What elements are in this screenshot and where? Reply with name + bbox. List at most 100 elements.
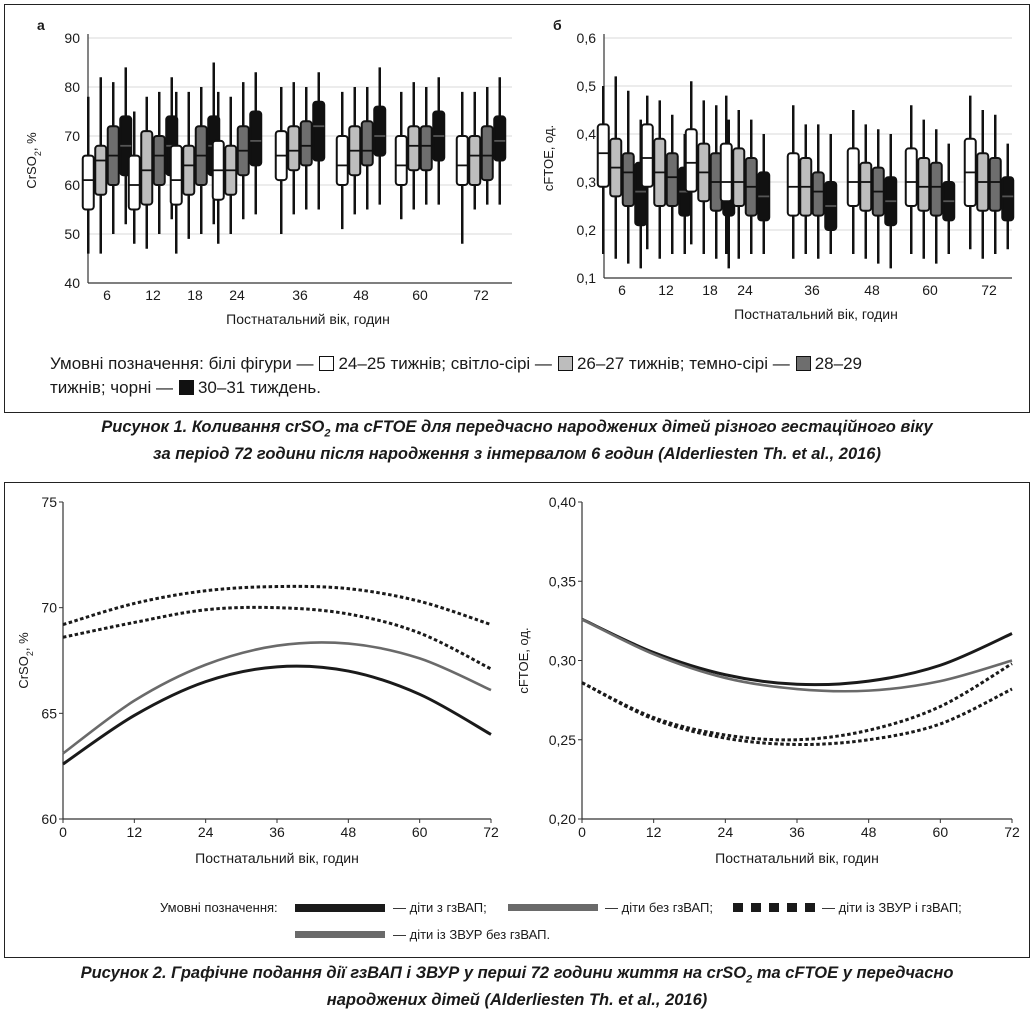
fig2a-ytick-label: 70 [41, 600, 57, 616]
legend1-text-4: 28–29 [814, 354, 862, 373]
fig2-legend-item-2: — діти без гзВАП; [605, 900, 714, 915]
fig2a-xtick-label: 72 [483, 824, 499, 840]
fig1b-panel-label: б [553, 17, 562, 33]
fig1b-box-w24 [640, 123, 654, 188]
fig1b-box-g26 [917, 157, 931, 212]
fig1a-xlabel: Постнатальний вік, годин [226, 311, 390, 327]
figure2-frame [4, 482, 1030, 958]
legend1-text-3: 26–27 тижнів; темно-сірі — [576, 354, 790, 373]
legend1-text-6: 30–31 тиждень. [197, 378, 321, 397]
fig2a-xtick-label: 0 [59, 824, 67, 840]
fig2b-ytick-label: 0,40 [549, 494, 576, 510]
fig2-legend-title: Умовні позначення: [160, 900, 278, 915]
fig1b-xtick-label: 60 [922, 282, 938, 298]
fig1b-xtick-label: 48 [864, 282, 880, 298]
fig1a-box-w24 [455, 135, 469, 186]
fig2b-xtick-label: 24 [718, 824, 734, 840]
fig2a-xtick-label: 60 [412, 824, 428, 840]
fig1b-box-w24 [684, 128, 698, 193]
fig1a-box-g26 [182, 144, 196, 196]
fig2b-series-1 [581, 618, 1013, 693]
legend1-swatch-light-gray [557, 356, 573, 371]
fig1a-box-d28 [299, 120, 313, 167]
fig1a-xtick-label: 48 [353, 287, 369, 303]
fig1b-box-d28 [621, 152, 635, 207]
fig1a-box-g26 [407, 125, 421, 172]
fig1b-box-d28 [988, 157, 1002, 212]
fig1b-xtick-label: 72 [981, 282, 997, 298]
fig1a-xtick-label: 6 [103, 287, 111, 303]
fig1a-ytick-label: 70 [64, 128, 80, 144]
fig1a-xtick-label: 18 [187, 287, 203, 303]
fig1b-xtick-label: 12 [658, 282, 674, 298]
fig1b-box-b30 [1001, 176, 1015, 222]
fig2b-xtick-label: 60 [933, 824, 949, 840]
fig1a-xtick-label: 12 [145, 287, 161, 303]
legend1-swatch-black [178, 380, 194, 395]
fig2a-xtick-label: 12 [127, 824, 143, 840]
fig2b-ytick-label: 0,30 [549, 653, 576, 669]
fig2b-ylabel: cFTOE, од. [516, 627, 531, 693]
fig1a-xtick-label: 24 [229, 287, 245, 303]
fig2a-ytick-label: 65 [41, 705, 57, 721]
fig1a-box-g26 [94, 144, 108, 196]
fig1b-ylabel: cFTOE, од. [541, 125, 556, 191]
fig2-legend-item-3: — діти із ЗВУР і гзВАП; [822, 900, 962, 915]
fig2-caption-sub: 2 [746, 973, 753, 986]
fig1a-box-w24 [127, 154, 141, 211]
fig1b-ytick-label: 0,5 [577, 78, 597, 94]
fig1b-box-d28 [811, 171, 825, 217]
fig1b-xtick-label: 36 [804, 282, 820, 298]
fig2b-ytick-label: 0,25 [549, 732, 576, 748]
fig2b-xlabel: Постнатальний вік, годин [715, 850, 879, 866]
fig1b-ytick-label: 0,2 [577, 222, 597, 238]
fig1a-box-g26 [287, 125, 301, 172]
fig1a-ytick-label: 80 [64, 79, 80, 95]
fig1-caption-b: та cFTOE для передчасно народжених дітей… [330, 418, 933, 436]
fig1a-ylabel: CrSO2, % [24, 132, 43, 189]
fig1a-box-w24 [169, 144, 183, 206]
legend1-text-5: тижнів; чорні — [50, 378, 173, 397]
fig1b-xtick-label: 6 [618, 282, 626, 298]
fig2b-xtick-label: 36 [789, 824, 805, 840]
figure1-legend: Умовні позначення: білі фігури — 24–25 ти… [50, 352, 1010, 400]
fig1-caption-a: Рисунок 1. Коливання crSO [101, 418, 325, 436]
fig2b-series-0 [581, 617, 1013, 687]
legend2-sample-solid-gray [508, 904, 598, 911]
fig2a-xtick-label: 36 [269, 824, 285, 840]
fig1-caption-sub: 2 [324, 427, 331, 440]
fig2a-series-2 [62, 605, 492, 671]
fig1a-box-w24 [335, 135, 349, 186]
fig1a-box-w24 [81, 154, 95, 211]
fig1b-box-w24 [846, 147, 860, 207]
fig1b-box-g26 [859, 161, 873, 212]
fig1b-ytick-label: 0,3 [577, 174, 597, 190]
fig1a-ytick-label: 60 [64, 177, 80, 193]
legend1-swatch-white [319, 356, 335, 371]
fig1a-box-w24 [394, 135, 408, 186]
fig2a-ytick-label: 60 [41, 811, 57, 827]
fig1a-box-g26 [468, 135, 482, 186]
fig1b-box-g26 [732, 147, 746, 207]
fig1a-xtick-label: 60 [412, 287, 428, 303]
fig2a-xlabel: Постнатальний вік, годин [195, 850, 359, 866]
legend2-sample-gray-2 [295, 931, 385, 938]
fig1a-xtick-label: 36 [292, 287, 308, 303]
fig1b-box-w24 [596, 123, 610, 188]
fig1b-box-d28 [929, 161, 943, 217]
fig2-legend-item-4: — діти із ЗВУР без гзВАП. [393, 927, 551, 942]
fig1a-box-b30 [373, 105, 387, 157]
fig1a-box-d28 [360, 120, 374, 167]
figure2-caption: Рисунок 2. Графічне подання дії гзВАП і … [0, 963, 1034, 1011]
legend2-sample-dotted [751, 903, 761, 912]
legend2-sample-dotted [787, 903, 797, 912]
fig1a-ytick-label: 40 [64, 275, 80, 291]
legend2-sample-dotted [805, 903, 815, 912]
figure1-frame [4, 4, 1030, 413]
fig2a-xtick-label: 48 [341, 824, 357, 840]
fig1a-box-d28 [152, 135, 166, 186]
fig1-caption-line2: за період 72 години після народження з і… [153, 445, 881, 464]
fig1b-xtick-label: 18 [702, 282, 718, 298]
fig1b-ytick-label: 0,1 [577, 270, 597, 286]
